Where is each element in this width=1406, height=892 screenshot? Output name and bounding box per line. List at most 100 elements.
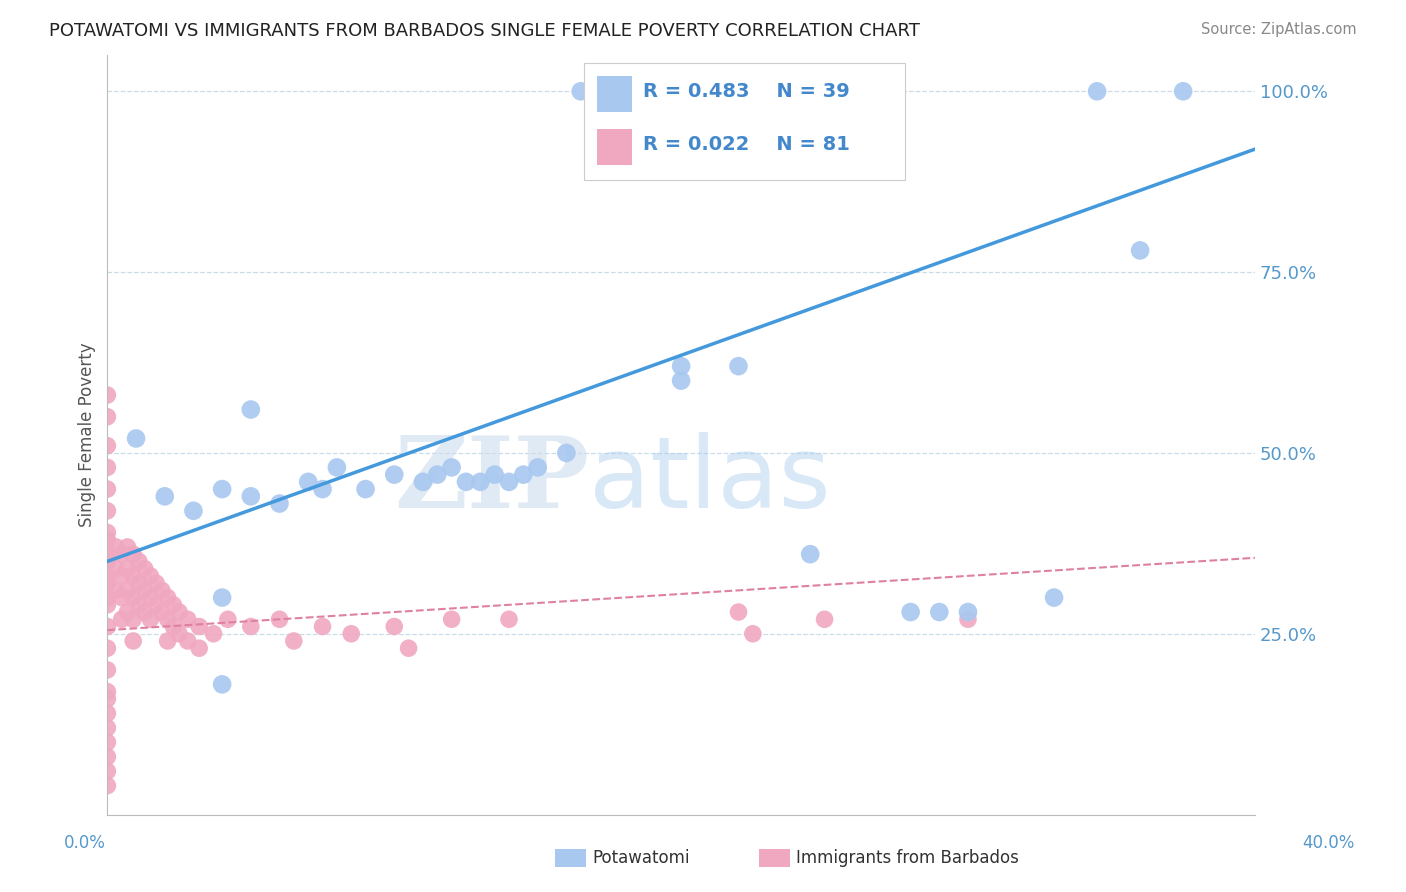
Point [111,547,134,561]
Point [813,612,835,626]
Point [498,475,520,489]
Point [928,605,950,619]
Point [117,605,139,619]
Point [96,547,118,561]
Point [1043,591,1066,605]
Point [211,482,233,496]
Point [669,359,692,373]
Point [440,612,463,626]
Point [156,591,179,605]
Point [156,612,179,626]
Point [297,475,319,489]
Point [134,562,156,576]
Point [412,475,434,489]
Point [96,388,118,402]
Point [1085,84,1108,98]
Point [96,504,118,518]
Point [117,562,139,576]
Point [162,598,184,612]
Point [150,583,173,598]
Point [555,446,578,460]
Point [128,576,150,591]
Point [426,467,449,482]
Point [96,569,118,583]
Point [128,554,150,568]
Point [727,605,749,619]
Point [669,374,692,388]
Point [326,460,349,475]
Point [134,583,156,598]
Point [96,460,118,475]
Point [354,482,377,496]
Point [111,591,134,605]
Point [454,475,477,489]
Point [498,612,520,626]
Point [340,626,363,640]
Point [167,605,190,619]
Point [122,634,145,648]
Point [440,460,463,475]
Point [139,591,162,605]
Point [177,634,200,648]
Point [153,489,176,503]
Text: atlas: atlas [589,432,831,529]
Y-axis label: Single Female Poverty: Single Female Poverty [79,343,96,527]
Point [269,612,291,626]
Point [96,598,118,612]
Point [104,583,127,598]
Point [188,641,211,656]
Point [96,684,118,698]
Bar [598,76,631,112]
Text: Source: ZipAtlas.com: Source: ZipAtlas.com [1201,22,1357,37]
Point [1129,244,1152,258]
Point [239,619,262,633]
Point [111,569,134,583]
Point [655,84,678,98]
Point [283,634,305,648]
Point [96,554,118,568]
Text: Potawatomi: Potawatomi [592,849,689,867]
Point [162,619,184,633]
Point [685,84,707,98]
Point [96,749,118,764]
Point [150,605,173,619]
Point [956,612,979,626]
Point [96,619,118,633]
Point [741,626,763,640]
Text: ZIP: ZIP [395,432,589,529]
Point [96,641,118,656]
Text: 0.0%: 0.0% [63,834,105,852]
Text: POTAWATOMI VS IMMIGRANTS FROM BARBADOS SINGLE FEMALE POVERTY CORRELATION CHART: POTAWATOMI VS IMMIGRANTS FROM BARBADOS S… [49,22,920,40]
Point [96,764,118,779]
Point [167,626,190,640]
Point [727,359,749,373]
Point [111,612,134,626]
Text: R = 0.483    N = 39: R = 0.483 N = 39 [644,82,851,101]
Point [96,439,118,453]
Point [239,489,262,503]
Point [311,482,333,496]
Point [799,547,821,561]
Point [122,547,145,561]
Point [156,634,179,648]
Point [96,735,118,749]
Point [117,583,139,598]
Point [139,569,162,583]
Point [211,677,233,691]
Point [96,533,118,547]
Point [956,605,979,619]
Point [96,691,118,706]
Point [96,721,118,735]
Point [117,540,139,554]
Bar [598,128,631,165]
Point [96,591,118,605]
Text: R = 0.022    N = 81: R = 0.022 N = 81 [644,136,851,154]
Point [122,569,145,583]
Point [96,576,118,591]
Point [217,612,239,626]
Point [122,612,145,626]
Point [139,612,162,626]
Point [900,605,922,619]
Point [145,576,167,591]
Point [382,619,405,633]
